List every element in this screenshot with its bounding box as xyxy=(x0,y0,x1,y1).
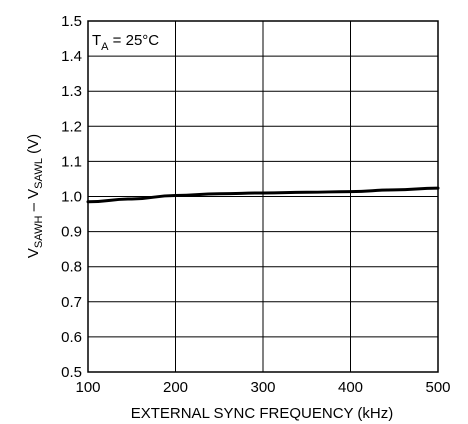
x-tick-label-2: 300 xyxy=(250,379,275,396)
x-axis-label: EXTERNAL SYNC FREQUENCY (kHz) xyxy=(131,405,394,422)
plot-frame xyxy=(87,20,439,373)
y-tick-label-6: 1.1 xyxy=(61,153,82,170)
x-tick-label-1: 200 xyxy=(163,379,188,396)
x-tick-label-3: 400 xyxy=(338,379,363,396)
y-tick-label-3: 0.8 xyxy=(61,259,82,276)
temperature-annotation: TA = 25°C xyxy=(92,32,159,53)
annotation-background xyxy=(89,30,163,55)
y-tick-label-0: 0.5 xyxy=(61,364,82,381)
series-layer xyxy=(86,186,440,204)
y-tick-label-7: 1.2 xyxy=(61,118,82,135)
y-axis-label: VSAWH – VSAWL (V) xyxy=(25,134,45,258)
x-tick-label-0: 100 xyxy=(75,379,100,396)
series-line-0 xyxy=(86,186,440,204)
y-tick-label-5: 1.0 xyxy=(61,189,82,206)
y-tick-labels: 0.5 0.6 0.7 0.8 0.9 1.0 1.1 1.2 1.3 1.4 1.5 xyxy=(61,13,82,381)
x-tick-label-4: 500 xyxy=(425,379,450,396)
y-tick-label-8: 1.3 xyxy=(61,83,82,100)
y-tick-label-2: 0.7 xyxy=(61,294,82,311)
y-tick-label-4: 0.9 xyxy=(61,224,82,241)
y-tick-label-9: 1.4 xyxy=(61,48,82,65)
y-tick-label-10: 1.5 xyxy=(61,13,82,30)
x-tick-labels: 100 200 300 400 500 xyxy=(75,379,450,396)
y-tick-label-1: 0.6 xyxy=(61,329,82,346)
grid xyxy=(87,20,439,373)
